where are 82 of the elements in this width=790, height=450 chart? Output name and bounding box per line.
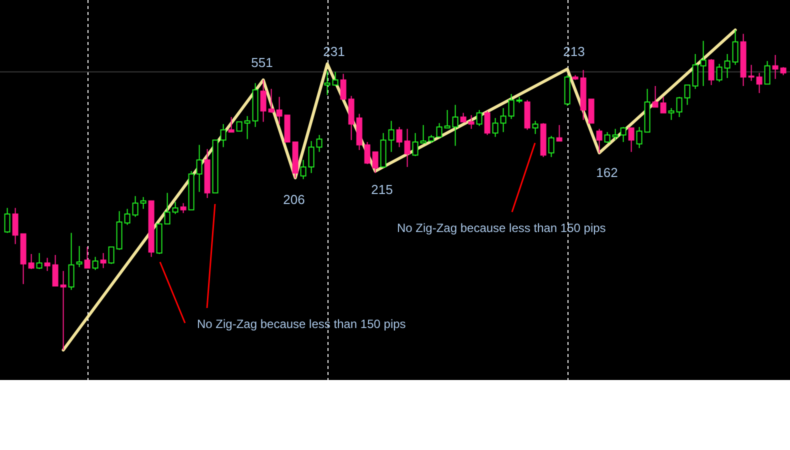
candlestick [468, 114, 474, 130]
candlestick [412, 132, 418, 157]
candlestick [388, 120, 394, 152]
candlestick [476, 110, 482, 126]
annotation: 551 [251, 55, 273, 70]
candlestick [308, 140, 314, 174]
candlestick [732, 30, 738, 66]
candlestick [708, 58, 714, 86]
candlestick [756, 72, 762, 94]
candlestick [132, 196, 138, 218]
candlestick [44, 257, 50, 272]
candlestick [372, 151, 378, 174]
candlestick [108, 246, 114, 264]
candlestick [68, 232, 74, 290]
annotation: No Zig-Zag because less than 150 pips [197, 317, 406, 331]
candlestick [420, 124, 426, 144]
candlestick [500, 108, 506, 133]
candlestick [716, 63, 722, 82]
candlestick [164, 192, 170, 224]
candlestick [4, 207, 10, 234]
candlestick [676, 96, 682, 118]
candlestick [764, 60, 770, 85]
candlestick [180, 202, 186, 214]
candlestick [228, 116, 234, 133]
candlestick [628, 127, 634, 152]
candlestick [324, 70, 330, 96]
annotation: 162 [596, 165, 618, 180]
annotation: 215 [371, 182, 393, 197]
annotation: No Zig-Zag because less than 150 pips [397, 221, 606, 235]
candlestick [612, 128, 618, 141]
candlestick [604, 132, 610, 144]
candlestick [452, 104, 458, 146]
candlestick [556, 124, 562, 142]
candlestick [532, 120, 538, 134]
candlestick [124, 208, 130, 226]
candlestick [60, 270, 66, 350]
candlestick [364, 142, 370, 165]
candlestick [660, 96, 666, 114]
candlestick [52, 254, 58, 286]
candlestick [596, 128, 602, 154]
candlestick [268, 88, 274, 114]
candlestick [140, 196, 146, 210]
candlestick [220, 124, 226, 148]
candlestick [236, 121, 242, 132]
candlestick [772, 54, 778, 80]
candlestick [684, 84, 690, 106]
candlestick [76, 246, 82, 268]
candlestick [244, 116, 250, 140]
candlestick [436, 122, 442, 138]
candlestick [748, 64, 754, 82]
annotation: 231 [323, 44, 345, 59]
candlestick [548, 135, 554, 158]
candlestick [588, 98, 594, 124]
annotation: 206 [283, 192, 305, 207]
candlestick [172, 201, 178, 214]
candlestick [636, 126, 642, 149]
candlestick [508, 94, 514, 120]
candlestick [700, 40, 706, 86]
candlestick [260, 79, 266, 122]
candlestick [404, 128, 410, 168]
candlestick [300, 159, 306, 180]
candlestick [100, 252, 106, 269]
candlestick [668, 108, 674, 120]
candlestick [92, 256, 98, 270]
candlestick [484, 110, 490, 136]
candlestick [276, 96, 282, 125]
candlestick [340, 73, 346, 101]
candlestick [620, 126, 626, 142]
annotation: 213 [563, 44, 585, 59]
candlestick [396, 126, 402, 148]
candlestick [492, 118, 498, 138]
candlestick [332, 71, 338, 86]
candlestick [12, 207, 18, 245]
candlestick [444, 110, 450, 128]
candlestick [316, 134, 322, 152]
candlestick [196, 144, 202, 192]
candlestick [724, 54, 730, 78]
candlestick [652, 86, 658, 108]
candlestick [692, 54, 698, 90]
candlestick [28, 254, 34, 270]
candlestick [84, 246, 90, 269]
candlestick [36, 252, 42, 270]
